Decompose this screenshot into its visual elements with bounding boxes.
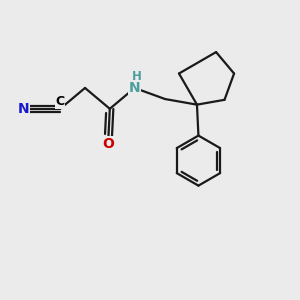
Text: O: O [102,137,114,151]
Text: N: N [129,81,140,95]
Text: H: H [132,70,142,83]
Text: N: N [18,102,29,116]
Text: C: C [56,95,65,108]
